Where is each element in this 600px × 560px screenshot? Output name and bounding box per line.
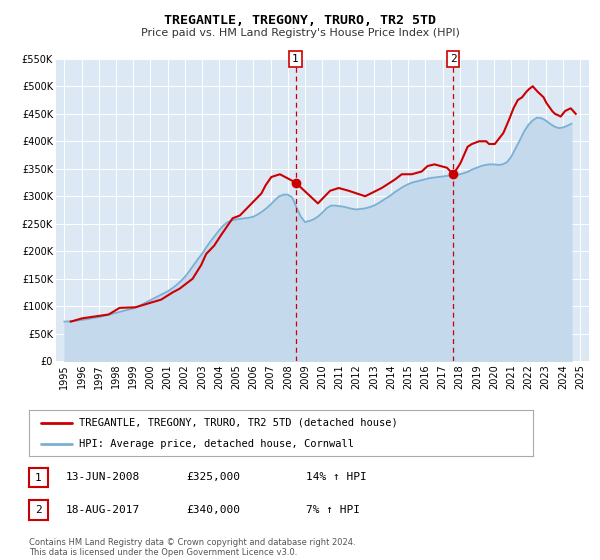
Text: Price paid vs. HM Land Registry's House Price Index (HPI): Price paid vs. HM Land Registry's House … xyxy=(140,28,460,38)
Text: £325,000: £325,000 xyxy=(186,472,240,482)
Text: 7% ↑ HPI: 7% ↑ HPI xyxy=(306,505,360,515)
Text: 1: 1 xyxy=(292,54,299,64)
Text: £340,000: £340,000 xyxy=(186,505,240,515)
Text: 14% ↑ HPI: 14% ↑ HPI xyxy=(306,472,367,482)
Text: 1: 1 xyxy=(35,473,42,483)
Text: 2: 2 xyxy=(35,505,42,515)
Text: 13-JUN-2008: 13-JUN-2008 xyxy=(66,472,140,482)
Text: TREGANTLE, TREGONY, TRURO, TR2 5TD: TREGANTLE, TREGONY, TRURO, TR2 5TD xyxy=(164,14,436,27)
Text: TREGANTLE, TREGONY, TRURO, TR2 5TD (detached house): TREGANTLE, TREGONY, TRURO, TR2 5TD (deta… xyxy=(79,418,398,428)
Text: HPI: Average price, detached house, Cornwall: HPI: Average price, detached house, Corn… xyxy=(79,439,354,449)
Text: 2: 2 xyxy=(450,54,457,64)
Text: Contains HM Land Registry data © Crown copyright and database right 2024.
This d: Contains HM Land Registry data © Crown c… xyxy=(29,538,355,557)
Text: 18-AUG-2017: 18-AUG-2017 xyxy=(66,505,140,515)
